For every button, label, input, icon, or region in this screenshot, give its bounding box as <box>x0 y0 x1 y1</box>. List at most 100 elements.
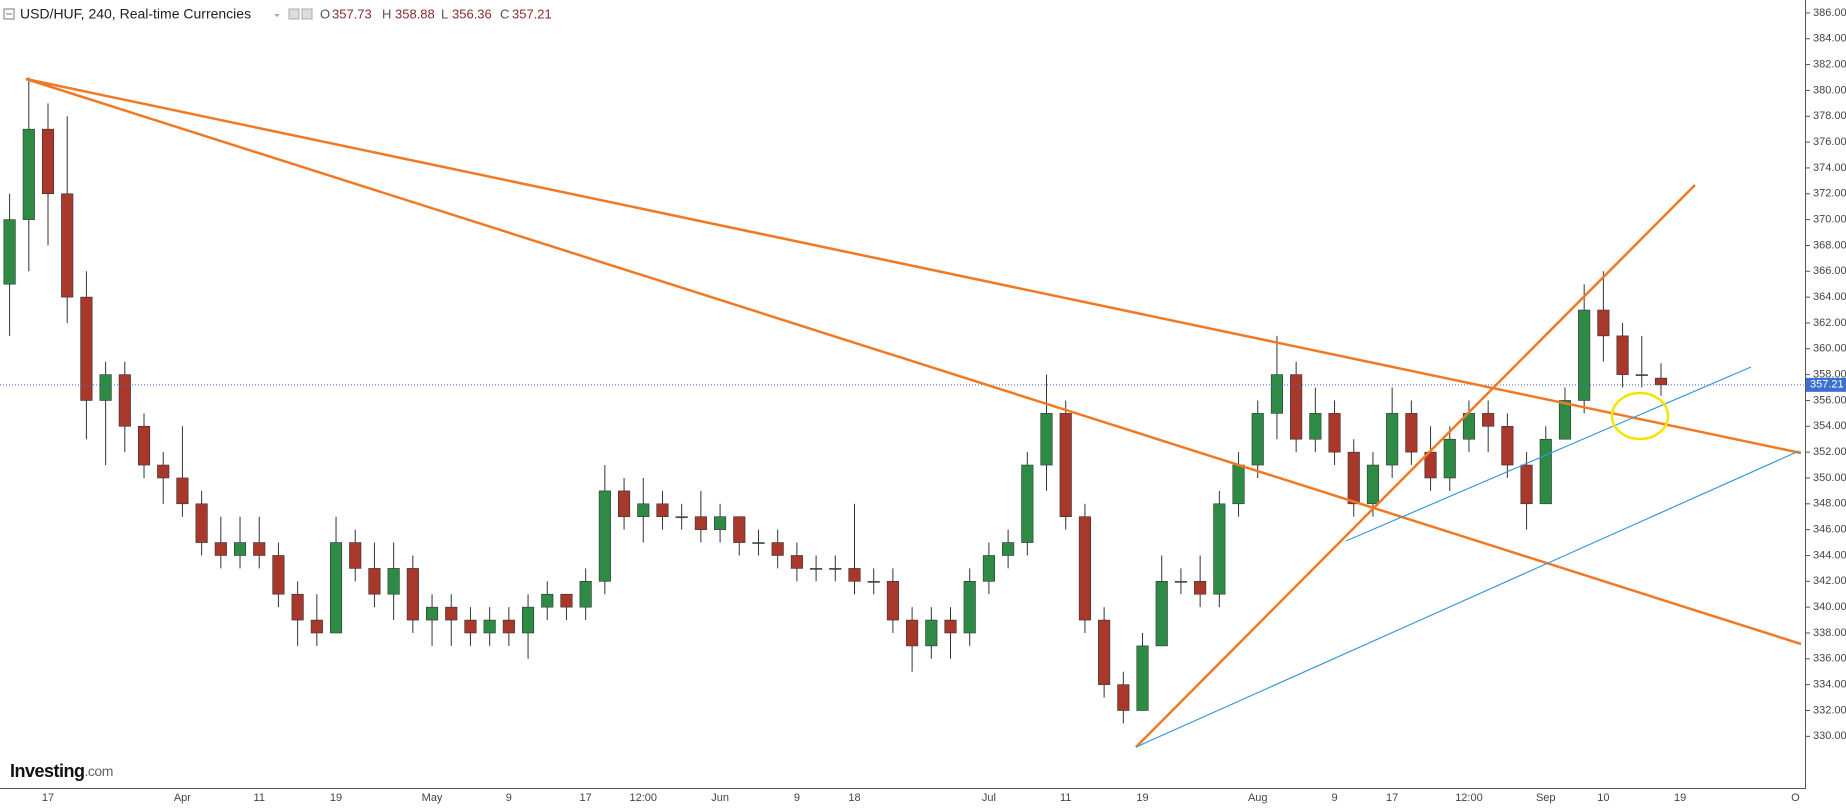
x-tick-label: 17 <box>580 792 592 804</box>
ohlc-value: 358.88 <box>395 6 435 21</box>
candle-body <box>790 555 803 569</box>
candle-body <box>61 193 74 298</box>
logo: Investing.com <box>10 761 113 781</box>
candle-body <box>1578 309 1591 401</box>
candle-body <box>425 606 439 621</box>
x-tick-label: 11 <box>254 792 265 804</box>
trendline <box>1135 184 1696 748</box>
candle-body <box>349 542 362 569</box>
candle-body <box>1558 400 1572 440</box>
dropdown-icon[interactable] <box>274 14 280 17</box>
candle-body <box>1155 581 1168 647</box>
header: USD/HUF, 240, Real-time Currencies O 357… <box>3 6 552 22</box>
x-tick-label: May <box>422 792 443 804</box>
candle-body <box>22 128 35 220</box>
y-tick-label: 336.00 <box>1813 653 1846 665</box>
y-tick-label: 346.00 <box>1813 524 1846 536</box>
trendline <box>1345 366 1752 542</box>
y-tick-label: 364.00 <box>1813 291 1846 303</box>
candle-body <box>368 568 381 595</box>
candle-body <box>1232 464 1245 505</box>
y-tick-label: 352.00 <box>1813 446 1846 458</box>
y-tick-label: 386.00 <box>1813 7 1846 19</box>
x-tick-label: 19 <box>1674 792 1686 804</box>
candle-body <box>1616 335 1629 375</box>
candle-body <box>99 374 112 401</box>
ohlc-label: O <box>320 6 330 21</box>
candle-body <box>272 555 285 595</box>
x-tick-label: 17 <box>1386 792 1398 804</box>
candle-body <box>329 542 343 634</box>
candle-body <box>1040 413 1053 466</box>
candle-body <box>1328 413 1341 453</box>
ohlc-label: C <box>500 6 509 21</box>
candle-body <box>1539 438 1552 505</box>
x-tick-label: 9 <box>506 792 512 804</box>
candle-body <box>810 568 823 570</box>
candle-body <box>1002 542 1015 556</box>
candle-body <box>41 128 55 195</box>
candle-body <box>1366 464 1380 505</box>
candle-body <box>694 516 707 530</box>
chart-title: USD/HUF, 240, Real-time Currencies <box>20 6 251 22</box>
y-tick-label: 382.00 <box>1813 58 1846 70</box>
candle-body <box>944 619 957 634</box>
candle-body <box>176 477 189 505</box>
candle-body <box>656 503 669 518</box>
ohlc-label: H <box>382 6 391 21</box>
candle-body <box>867 581 880 583</box>
y-tick-label: 374.00 <box>1813 162 1846 174</box>
last-price-label: 357.21 <box>1810 379 1844 391</box>
candle-body <box>195 503 208 543</box>
settings-icon[interactable] <box>288 8 300 20</box>
candle-body <box>733 516 746 543</box>
x-tick-label: Apr <box>174 792 191 804</box>
y-tick-label: 332.00 <box>1813 704 1846 716</box>
y-tick-label: 354.00 <box>1813 420 1846 432</box>
candle-body <box>1213 503 1226 595</box>
candle-body <box>1059 413 1072 518</box>
candle-body <box>906 619 919 647</box>
candle-body <box>291 593 304 621</box>
x-tick-label: 12:00 <box>1455 792 1483 804</box>
candle-body <box>848 568 861 582</box>
candle-body <box>886 581 899 621</box>
y-tick-label: 330.00 <box>1813 730 1846 742</box>
y-tick-label: 362.00 <box>1813 317 1846 329</box>
x-tick-label: 9 <box>1331 792 1337 804</box>
ohlc-value: 356.36 <box>452 6 492 21</box>
candle-body <box>1098 619 1111 685</box>
x-tick-label: O <box>1791 792 1800 804</box>
candle-body <box>1021 464 1034 543</box>
trendlines <box>25 77 1802 748</box>
plot-area <box>0 77 1805 724</box>
y-tick-label: 342.00 <box>1813 575 1846 587</box>
candle-body <box>1251 413 1264 466</box>
candle-body <box>464 619 477 634</box>
candle-body <box>982 555 995 582</box>
candle-body <box>598 490 611 582</box>
settings-icon[interactable] <box>301 8 313 20</box>
candle-body <box>387 568 400 595</box>
y-tick-label: 350.00 <box>1813 472 1846 484</box>
candle-body <box>483 619 496 634</box>
candle-body <box>310 619 323 634</box>
y-tick-label: 348.00 <box>1813 498 1846 510</box>
x-tick-label: 9 <box>794 792 800 804</box>
candle-body <box>1174 581 1187 583</box>
candle-body <box>502 619 515 634</box>
candle-body <box>771 542 784 556</box>
candle-body <box>752 542 765 544</box>
candle-body <box>1405 413 1418 453</box>
candle-body <box>1117 684 1130 711</box>
candle-body <box>253 542 266 556</box>
y-tick-label: 372.00 <box>1813 188 1846 200</box>
y-tick-label: 384.00 <box>1813 33 1846 45</box>
collapse-icon[interactable] <box>3 8 15 20</box>
y-tick-label: 380.00 <box>1813 84 1846 96</box>
candle-body <box>1520 464 1533 505</box>
x-tick-label: 19 <box>330 792 342 804</box>
candle-body <box>1482 413 1495 427</box>
x-tick-label: 19 <box>1136 792 1148 804</box>
